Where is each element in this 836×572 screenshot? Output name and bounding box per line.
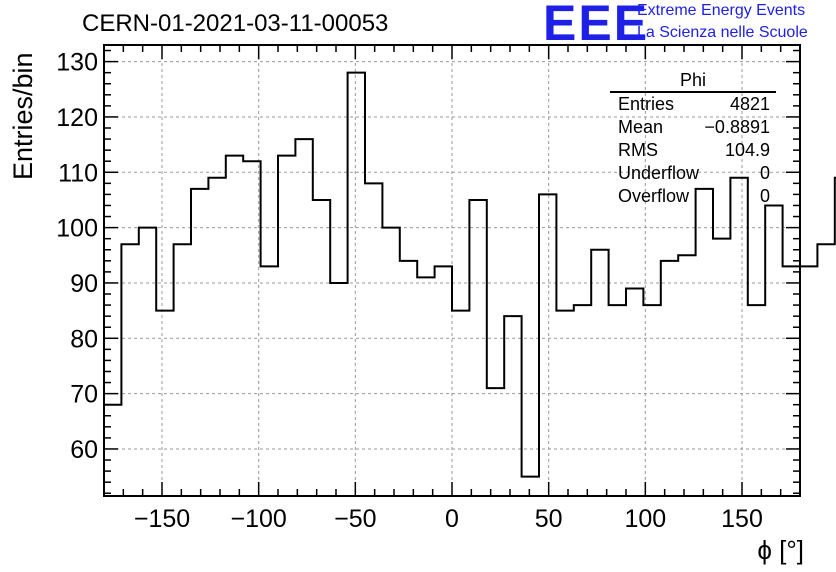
y-tick-label: 60 (70, 436, 98, 464)
stats-label: Underflow (618, 163, 700, 183)
stats-label: Entries (618, 94, 675, 114)
stats-value: 0 (759, 163, 770, 183)
eee-logo: EEE (543, 0, 650, 51)
stats-row: Underflow 0 (610, 162, 776, 185)
stats-value: 104.9 (724, 140, 770, 160)
histogram-series (104, 71, 836, 478)
y-tick-label: 130 (56, 49, 98, 77)
logo-line-2: La Scienza nelle Scuole (637, 24, 808, 41)
logo-line-1: Extreme Energy Events (637, 2, 806, 19)
x-tick-label: 50 (535, 505, 563, 533)
stats-value: 4821 (729, 94, 770, 114)
y-tick-label: 90 (70, 270, 98, 298)
x-axis: −150 −100 −50 0 50 100 150 (122, 45, 782, 533)
stats-label: Overflow (618, 186, 690, 206)
y-tick-label: 100 (56, 215, 98, 243)
y-axis: 60 70 80 90 100 110 120 130 (56, 49, 800, 494)
x-tick-label: −150 (134, 505, 190, 533)
y-tick-label: 120 (56, 104, 98, 132)
y-tick-label: 70 (70, 381, 98, 409)
x-tick-label: −50 (334, 505, 376, 533)
x-tick-label: −100 (231, 505, 287, 533)
chart-title: CERN-01-2021-03-11-00053 (82, 10, 389, 37)
stats-value: −0.8891 (704, 117, 770, 137)
stats-row: RMS 104.9 (610, 139, 776, 162)
x-tick-label: 0 (445, 505, 459, 533)
stats-label: RMS (618, 140, 658, 160)
stats-row: Overflow 0 (610, 185, 776, 208)
stats-row: Mean −0.8891 (610, 116, 776, 139)
y-tick-label: 110 (58, 159, 98, 187)
x-tick-label: 150 (721, 505, 763, 533)
x-tick-label: 100 (624, 505, 666, 533)
x-axis-label: ϕ [°] (757, 535, 804, 565)
y-axis-label: Entries/bin (8, 52, 38, 180)
stats-value: 0 (759, 186, 770, 206)
stats-row: Entries 4821 (610, 93, 776, 116)
stats-label: Mean (618, 117, 664, 137)
y-tick-label: 80 (70, 325, 98, 353)
stats-box: Phi Entries 4821 Mean −0.8891 RMS 104.9 … (610, 70, 776, 208)
stats-box-title: Phi (610, 70, 776, 93)
